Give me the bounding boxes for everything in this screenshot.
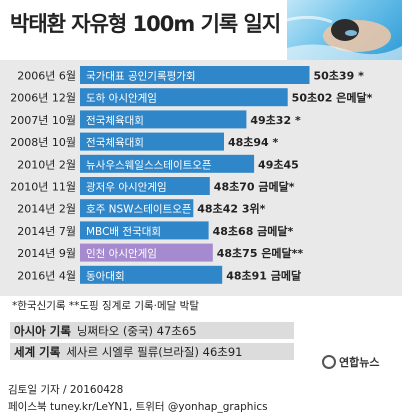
category-label: 2014년 2월 xyxy=(17,203,76,216)
chart-title: 박태환 자유형 100m 기록 일지 xyxy=(10,12,281,36)
swimmer-photo xyxy=(287,0,402,62)
yonhap-logo-icon xyxy=(322,355,336,369)
value-label: 48초75 은메달** xyxy=(217,246,304,260)
bar xyxy=(80,66,310,84)
bar xyxy=(80,132,224,151)
bar xyxy=(80,154,255,173)
category-label: 2010년 11월 xyxy=(10,181,76,194)
bar xyxy=(80,177,210,195)
value-label: 49초45 xyxy=(258,158,299,171)
value-label: 50초39 * xyxy=(314,70,365,83)
asia-record-value: 닝쩌타오 (중국) 47초65 xyxy=(76,323,197,338)
value-label: 48초68 금메달* xyxy=(213,224,294,238)
bar xyxy=(80,221,209,240)
value-label: 48초42 3위* xyxy=(197,203,265,216)
category-label: 2006년 6월 xyxy=(17,70,76,83)
category-label: 2016년 4월 xyxy=(17,269,76,282)
event-label: 인천 아시안게임 xyxy=(86,247,157,260)
value-label: 48초91 금메달 xyxy=(226,268,301,282)
credit-author: 김토일 기자 / 20160428 xyxy=(8,384,124,396)
bar xyxy=(80,88,288,107)
value-label: 48초70 금메달* xyxy=(214,180,295,194)
category-label: 2006년 12월 xyxy=(10,92,76,105)
event-label: 국가대표 공인기록평가회 xyxy=(86,71,196,83)
event-label: 호주 NSW스테이트오픈 xyxy=(86,204,192,216)
event-label: 동아대회 xyxy=(86,270,125,282)
category-label: 2008년 10월 xyxy=(10,136,76,149)
world-record-row: 세계 기록 세사르 시엘루 필류(브라질) 46초91 xyxy=(10,343,294,360)
value-label: 48초94 * xyxy=(228,136,279,149)
world-record-label: 세계 기록 xyxy=(14,344,61,359)
yonhap-logo-text: 연합뉴스 xyxy=(339,356,380,369)
world-record-value: 세사르 시엘루 필류(브라질) 46초91 xyxy=(66,344,243,359)
bar xyxy=(80,243,213,262)
category-label: 2010년 2월 xyxy=(17,158,76,171)
bar xyxy=(80,199,194,218)
event-label: MBC배 전국대회 xyxy=(86,226,161,238)
category-label: 2007년 10월 xyxy=(10,114,76,127)
event-label: 전국체육대회 xyxy=(86,137,144,149)
asia-record-row: 아시아 기록 닝쩌타오 (중국) 47초65 xyxy=(10,322,294,339)
credit-social: 페이스북 tuney.kr/LeYN1, 트위터 @yonhap_graphic… xyxy=(8,401,268,413)
chart-area: 2006년 6월 국가대표 공인기록평가회 50초39 * 2006년 12월 도하 아… xyxy=(0,60,402,296)
bar-chart: 2006년 6월 국가대표 공인기록평가회 50초39 * 2006년 12월 도하 아… xyxy=(10,66,373,284)
yonhap-logo: 연합뉴스 xyxy=(322,354,379,370)
footnote: *한국신기록 **도핑 징계로 기록·메달 박탈 xyxy=(12,300,199,312)
value-label: 49초32 * xyxy=(250,114,301,127)
event-label: 광저우 아시안게임 xyxy=(86,181,167,194)
asia-record-label: 아시아 기록 xyxy=(14,323,71,338)
event-label: 뉴사우스웨일스스테이트오픈 xyxy=(86,158,212,171)
category-label: 2014년 7월 xyxy=(17,225,76,238)
category-label: 2014년 9월 xyxy=(17,247,76,260)
bar xyxy=(80,110,247,129)
event-label: 전국체육대회 xyxy=(86,115,144,127)
bar xyxy=(80,265,223,284)
value-label: 50초02 은메달* xyxy=(292,91,373,105)
event-label: 도하 아시안게임 xyxy=(86,92,157,105)
